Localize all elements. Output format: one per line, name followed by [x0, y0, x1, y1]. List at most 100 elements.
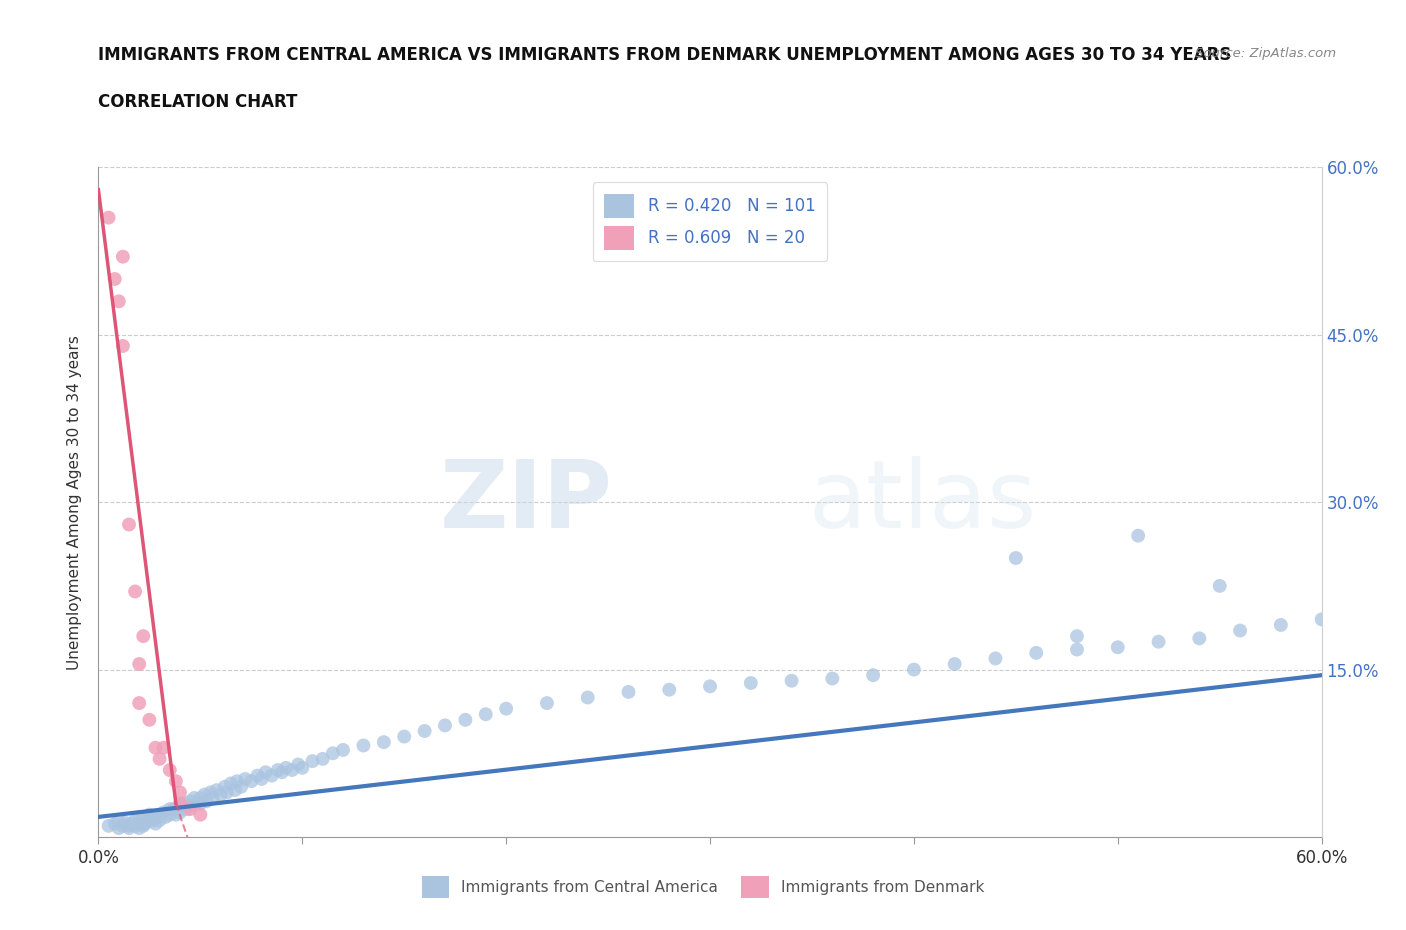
Point [250, 772, 273, 787]
Point [260, 768, 283, 783]
Point [104, 817, 127, 831]
Point [1066, 629, 1088, 644]
Point [195, 794, 218, 809]
Point [111, 818, 134, 833]
Point [173, 796, 195, 811]
Point [138, 712, 160, 727]
Point [124, 584, 146, 599]
Point [179, 802, 201, 817]
Point [169, 785, 191, 800]
Text: IMMIGRANTS FROM CENTRAL AMERICA VS IMMIGRANTS FROM DENMARK UNEMPLOYMENT AMONG AG: IMMIGRANTS FROM CENTRAL AMERICA VS IMMIG… [98, 46, 1232, 64]
Point [183, 790, 205, 805]
Point [224, 783, 246, 798]
Point [169, 805, 191, 820]
Point [281, 763, 304, 777]
Point [1270, 618, 1292, 632]
Point [124, 813, 146, 828]
Point [233, 772, 256, 787]
Point [97, 818, 120, 833]
Point [219, 776, 242, 790]
Point [149, 807, 172, 822]
Point [132, 813, 155, 828]
Point [132, 818, 155, 833]
Point [120, 817, 142, 831]
Point [201, 790, 224, 805]
Point [179, 794, 201, 809]
Point [118, 818, 141, 833]
Point [576, 690, 599, 705]
Point [188, 807, 212, 822]
Point [780, 673, 803, 688]
Point [205, 783, 228, 798]
Point [291, 761, 314, 776]
Point [188, 790, 212, 805]
Point [474, 707, 498, 722]
Point [1209, 578, 1232, 593]
Point [209, 787, 232, 802]
Point [392, 729, 416, 744]
Point [163, 802, 186, 817]
Point [267, 763, 290, 777]
Point [1107, 640, 1129, 655]
Point [287, 757, 309, 772]
Point [159, 763, 181, 777]
Point [132, 629, 155, 644]
Point [193, 787, 215, 802]
Point [108, 294, 131, 309]
Point [108, 813, 131, 828]
Point [118, 517, 141, 532]
Point [1310, 612, 1333, 627]
Point [138, 809, 160, 824]
Point [274, 761, 297, 776]
Point [943, 657, 966, 671]
Point [159, 802, 181, 817]
Point [165, 807, 187, 822]
Point [145, 740, 167, 755]
Text: ZIP: ZIP [439, 457, 612, 548]
Point [152, 740, 174, 755]
Point [536, 696, 558, 711]
Point [226, 774, 249, 789]
Point [270, 764, 294, 779]
Point [821, 671, 844, 686]
Point [332, 742, 354, 757]
Point [97, 210, 120, 225]
Point [1066, 642, 1088, 657]
Point [145, 817, 167, 831]
Point [240, 774, 263, 789]
Point [108, 820, 131, 835]
Point [111, 339, 134, 353]
Point [134, 817, 156, 831]
Point [124, 818, 146, 833]
Point [169, 796, 191, 811]
Point [658, 683, 681, 698]
Point [373, 735, 395, 750]
Point [246, 768, 269, 783]
Point [1188, 631, 1211, 645]
Point [149, 813, 172, 828]
Point [1229, 623, 1251, 638]
Point [740, 675, 762, 690]
Point [142, 813, 165, 828]
Legend: R = 0.420   N = 101, R = 0.609   N = 20: R = 0.420 N = 101, R = 0.609 N = 20 [593, 182, 827, 261]
Point [312, 751, 335, 766]
Point [128, 696, 150, 711]
Point [215, 785, 238, 800]
Point [128, 809, 150, 824]
Point [1128, 528, 1150, 543]
Point [1025, 645, 1047, 660]
Text: Source: ZipAtlas.com: Source: ZipAtlas.com [1195, 46, 1336, 60]
Text: CORRELATION CHART: CORRELATION CHART [98, 93, 298, 111]
Point [200, 785, 222, 800]
Point [169, 798, 191, 813]
Point [413, 724, 436, 738]
Point [1147, 634, 1170, 649]
Point [699, 679, 721, 694]
Point [862, 668, 884, 683]
Point [322, 746, 344, 761]
Point [165, 774, 187, 789]
Point [118, 820, 141, 835]
Point [145, 809, 167, 824]
Point [174, 802, 197, 817]
Point [231, 779, 253, 794]
